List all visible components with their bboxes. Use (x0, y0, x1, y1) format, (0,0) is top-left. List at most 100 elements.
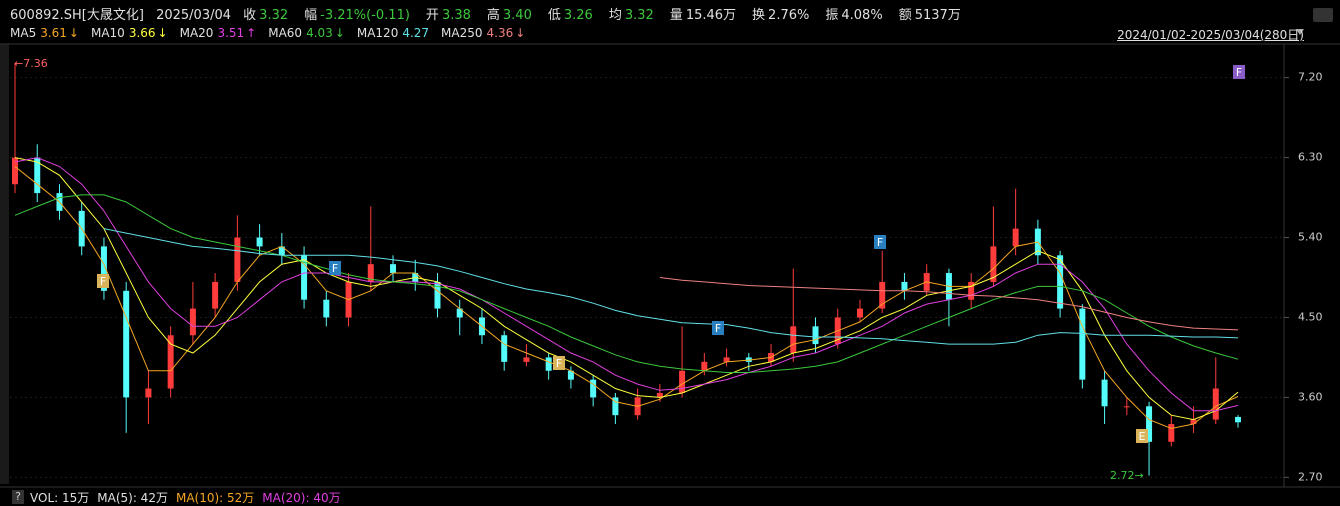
ma-value: 4.03 (306, 26, 333, 40)
candle-body (545, 357, 552, 371)
ma-value: 4.36 (486, 26, 514, 40)
event-marker-label[interactable]: F (877, 236, 883, 249)
ma-line (14, 166, 1239, 430)
ma-name: MA250 (441, 26, 483, 40)
candle-body (301, 255, 308, 300)
candle-body (278, 246, 285, 256)
y-tick-label: 6.30 (1298, 151, 1323, 164)
volume-item: VOL: 15万 (30, 491, 90, 505)
ma-trend: ↓ (515, 26, 526, 40)
candle-body (189, 308, 196, 336)
candle-body (968, 281, 975, 300)
event-marker-label[interactable]: F (556, 357, 562, 370)
volume-item: MA(10): 52万 (175, 491, 255, 505)
candle-body (1190, 419, 1197, 425)
quote-field: 低 3.26 (548, 8, 601, 23)
candle-body (1079, 308, 1086, 380)
candle-body (856, 308, 863, 318)
quote-field: 换 2.76% (752, 8, 817, 23)
candle-body (434, 281, 441, 309)
candle-body (723, 357, 730, 362)
date-range[interactable]: 2024/01/02-2025/03/04(280日) (1117, 28, 1304, 42)
ma-line (14, 157, 1239, 421)
ma-line (659, 277, 1239, 331)
ma-trend: ↑ (246, 26, 257, 40)
field-value: 3.26 (563, 8, 593, 23)
field-label: 均 (608, 8, 622, 23)
field-value: 5137万 (914, 8, 961, 23)
candle-body (323, 299, 330, 318)
candle-body (1146, 406, 1153, 442)
event-marker-label[interactable]: F (100, 275, 106, 288)
quote-field: 均 3.32 (609, 8, 662, 23)
candle-body (123, 290, 130, 398)
field-value: 4.08% (841, 8, 883, 23)
help-button[interactable] (12, 490, 24, 504)
event-marker-label[interactable]: E (1139, 430, 1146, 443)
candle-body (367, 264, 374, 282)
candle-body (567, 370, 574, 380)
y-tick-label: 4.50 (1298, 310, 1323, 323)
y-tick-label: 3.60 (1298, 390, 1323, 403)
ma-legend: MA5 3.61 ↓ MA10 3.66 ↓ MA20 3.51 ↑ MA60 4.03 ↓ MA120… (10, 26, 537, 40)
field-value: 3.38 (441, 8, 471, 23)
side-toolbar[interactable] (0, 44, 9, 484)
event-marker[interactable] (1233, 65, 1245, 79)
field-label: 换 (752, 8, 766, 23)
ma-legend-item: MA60 4.03 ↓ (268, 26, 347, 40)
event-marker[interactable] (874, 235, 886, 249)
dropdown-arrow[interactable] (1296, 29, 1304, 35)
field-label: 额 (898, 8, 912, 23)
candle-body (701, 361, 708, 371)
ma-value: 3.61 (40, 26, 67, 40)
ma-line (103, 228, 1239, 345)
quote-field: 振 4.08% (825, 8, 890, 23)
candle-body (1012, 228, 1019, 247)
field-label: 开 (425, 8, 439, 23)
candle-body (790, 326, 797, 353)
field-label: 低 (547, 8, 561, 23)
volume-item: MA(5): 42万 (97, 491, 168, 505)
candle-body (234, 237, 241, 282)
quote-field: 开 3.38 (426, 8, 479, 23)
event-marker[interactable] (553, 356, 565, 370)
candle-body (501, 335, 508, 362)
candle-body (1212, 388, 1219, 420)
candle-body (523, 357, 530, 362)
help-icon: ? (15, 490, 21, 503)
event-marker[interactable] (1136, 429, 1148, 443)
candle-body (256, 237, 263, 247)
field-value: 15.46万 (685, 8, 737, 23)
ma-name: MA60 (268, 26, 303, 40)
plot: 7.20 6.30 5.40 4.50 3.60 2.70 ←7.36 2.72→ F F F F F E… (10, 57, 1323, 483)
event-marker-label[interactable]: F (715, 322, 721, 335)
date: 2025/03/04 (156, 8, 232, 23)
ma-line (14, 157, 1239, 412)
event-marker[interactable] (329, 261, 341, 275)
event-marker[interactable] (97, 274, 109, 288)
event-marker[interactable] (712, 321, 724, 335)
candle-body (1168, 424, 1175, 442)
candle-body (456, 308, 463, 318)
event-marker-label[interactable]: F (1236, 66, 1242, 79)
ma-legend-item: MA10 3.66 ↓ (91, 26, 170, 40)
candle-body (1235, 416, 1241, 423)
field-value: 2.76% (768, 8, 810, 23)
volume-item: MA(20): 40万 (262, 491, 341, 505)
ma-name: MA20 (179, 26, 214, 40)
field-label: 收 (243, 8, 257, 23)
ma-name: MA10 (90, 26, 125, 40)
ma-trend: ↓ (68, 26, 79, 40)
candle-body (12, 157, 18, 185)
ma-legend-item: MA20 3.51 ↑ (180, 26, 259, 40)
candle-body (590, 379, 597, 398)
event-marker-label[interactable]: F (332, 262, 338, 275)
field-label: 振 (825, 8, 839, 23)
candle-body (1123, 406, 1130, 408)
candle-body (879, 281, 886, 309)
icon-button[interactable] (1313, 8, 1333, 22)
extreme-label: ←7.36 (14, 57, 48, 70)
ma-trend: ↓ (157, 26, 168, 40)
quote-field: 额 5137万 (899, 8, 969, 23)
